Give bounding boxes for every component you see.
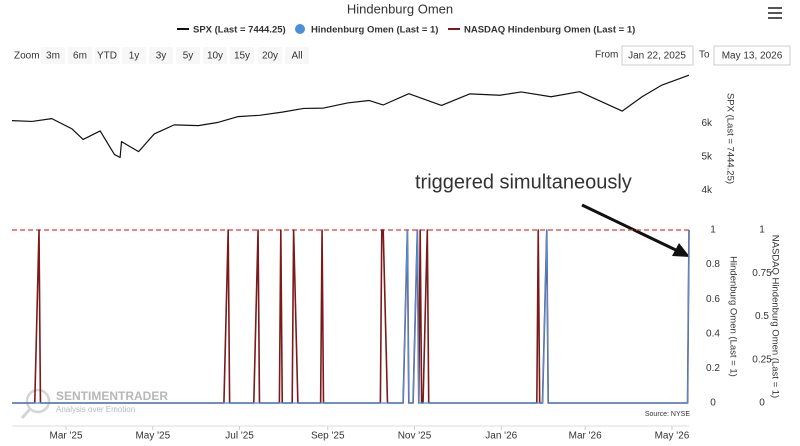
legend-item[interactable]: Hindenburg Omen (Last = 1) <box>295 24 438 36</box>
y2-tick-label: 0 <box>759 398 765 409</box>
menu-bar <box>768 17 782 19</box>
zoom-button-label: 5y <box>183 51 194 62</box>
arrow-head <box>672 243 690 257</box>
y-tick-label: 6k <box>701 118 713 129</box>
series-line <box>11 74 690 159</box>
zoom-button-label: 15y <box>234 51 250 62</box>
x-tick-label: Jul '25 <box>225 431 254 442</box>
zoom-button-label: 6m <box>73 51 87 62</box>
zoom-label: Zoom <box>14 51 40 62</box>
watermark-tagline: Analysis over Emotion <box>56 405 135 414</box>
zoom-button[interactable]: 10y <box>203 47 227 64</box>
zoom-button-label: 20y <box>262 51 278 62</box>
zoom-button-bg <box>95 47 119 64</box>
arrow-shaft <box>581 203 681 254</box>
annotation-arrow <box>581 203 690 257</box>
y-tick-label: 0.8 <box>706 259 720 270</box>
x-tick-label: May '26 <box>655 431 690 442</box>
menu-bar <box>768 12 782 14</box>
y-tick-label: 0.4 <box>706 328 720 339</box>
source: Source: NYSE <box>645 411 690 418</box>
series-line <box>12 229 690 404</box>
from-value: Jan 22, 2025 <box>628 51 686 62</box>
zoom-button[interactable]: 5y <box>176 47 200 64</box>
zoom-button[interactable]: YTD <box>95 47 119 64</box>
legend-label: Hindenburg Omen (Last = 1) <box>311 25 438 36</box>
from-input[interactable] <box>621 45 694 66</box>
zoom-button-bg <box>41 47 65 64</box>
y-tick-label: 0.2 <box>706 363 720 374</box>
x-tick-label: Sep '25 <box>311 431 345 442</box>
to-input[interactable] <box>713 45 791 66</box>
legend-swatch <box>295 24 305 34</box>
zoom-button[interactable]: 3m <box>41 47 65 64</box>
zoom-button-bg <box>149 47 173 64</box>
zoom-button-bg <box>122 47 146 64</box>
watermark: SENTIMENTRADER Analysis over Emotion <box>20 388 168 419</box>
y-tick-label: 0 <box>710 398 716 409</box>
menu-bar <box>768 7 782 9</box>
menu-icon[interactable] <box>768 7 782 19</box>
legend-item[interactable]: SPX (Last = 7444.25) <box>177 25 286 36</box>
legend-label: NASDAQ Hindenburg Omen (Last = 1) <box>464 25 635 36</box>
zoom-button-label: 10y <box>207 51 223 62</box>
y-tick-label: 0.6 <box>706 294 720 305</box>
zoom-button-bg <box>203 47 227 64</box>
legend-label: SPX (Last = 7444.25) <box>193 25 286 36</box>
zoom-button-bg <box>285 47 309 64</box>
zoom-button[interactable]: All <box>285 47 309 64</box>
chart-title: Hindenburg Omen <box>347 1 453 16</box>
x-tick-label: Mar '25 <box>50 431 83 442</box>
zoom-button-label: YTD <box>97 51 117 62</box>
zoom-button-bg <box>176 47 200 64</box>
watermark-text: SENTIMENTRADER <box>56 389 168 403</box>
legend-item[interactable]: NASDAQ Hindenburg Omen (Last = 1) <box>448 25 635 36</box>
x-tick-label: May '25 <box>135 431 170 442</box>
zoom-button[interactable]: 6m <box>68 47 92 64</box>
to-label: To <box>699 50 710 61</box>
y2-tick-label: 1 <box>759 225 765 236</box>
x-tick-label: Nov '25 <box>398 431 432 442</box>
axis-title: NASDAQ Hindenburg Omen (Last = 1) <box>769 235 780 398</box>
zoom-button-label: 3y <box>156 51 167 62</box>
zoom-button-label: 3m <box>46 51 60 62</box>
zoom-button[interactable]: 3y <box>149 47 173 64</box>
zoom-button-bg <box>68 47 92 64</box>
watermark-logo <box>25 388 51 414</box>
from-label: From <box>595 50 618 61</box>
y2-tick-label: 0.5 <box>755 311 769 322</box>
y2-tick-label: 0.75 <box>752 268 772 279</box>
zoom-button[interactable]: 20y <box>258 47 282 64</box>
x-tick-label: Jan '26 <box>485 431 517 442</box>
axis-title: SPX (Last = 7444.25) <box>724 93 735 184</box>
axis-title: Hindenburg Omen (Last = 1) <box>727 256 738 377</box>
x-tick-label: Mar '26 <box>569 431 602 442</box>
y-tick-label: 4k <box>701 185 713 196</box>
zoom-button-label: 1y <box>129 51 140 62</box>
y-tick-label: 1 <box>710 225 716 236</box>
to-value: May 13, 2026 <box>722 51 783 62</box>
zoom-button-bg <box>230 47 254 64</box>
zoom-button[interactable]: 1y <box>122 47 146 64</box>
y-tick-label: 5k <box>701 152 713 163</box>
zoom-button[interactable]: 15y <box>230 47 254 64</box>
zoom-button-bg <box>258 47 282 64</box>
series-line <box>12 229 690 404</box>
watermark-logo <box>20 408 32 419</box>
zoom-button-label: All <box>291 51 302 62</box>
y2-tick-label: 0.25 <box>752 354 772 365</box>
annotation: triggered simultaneously <box>415 171 632 193</box>
